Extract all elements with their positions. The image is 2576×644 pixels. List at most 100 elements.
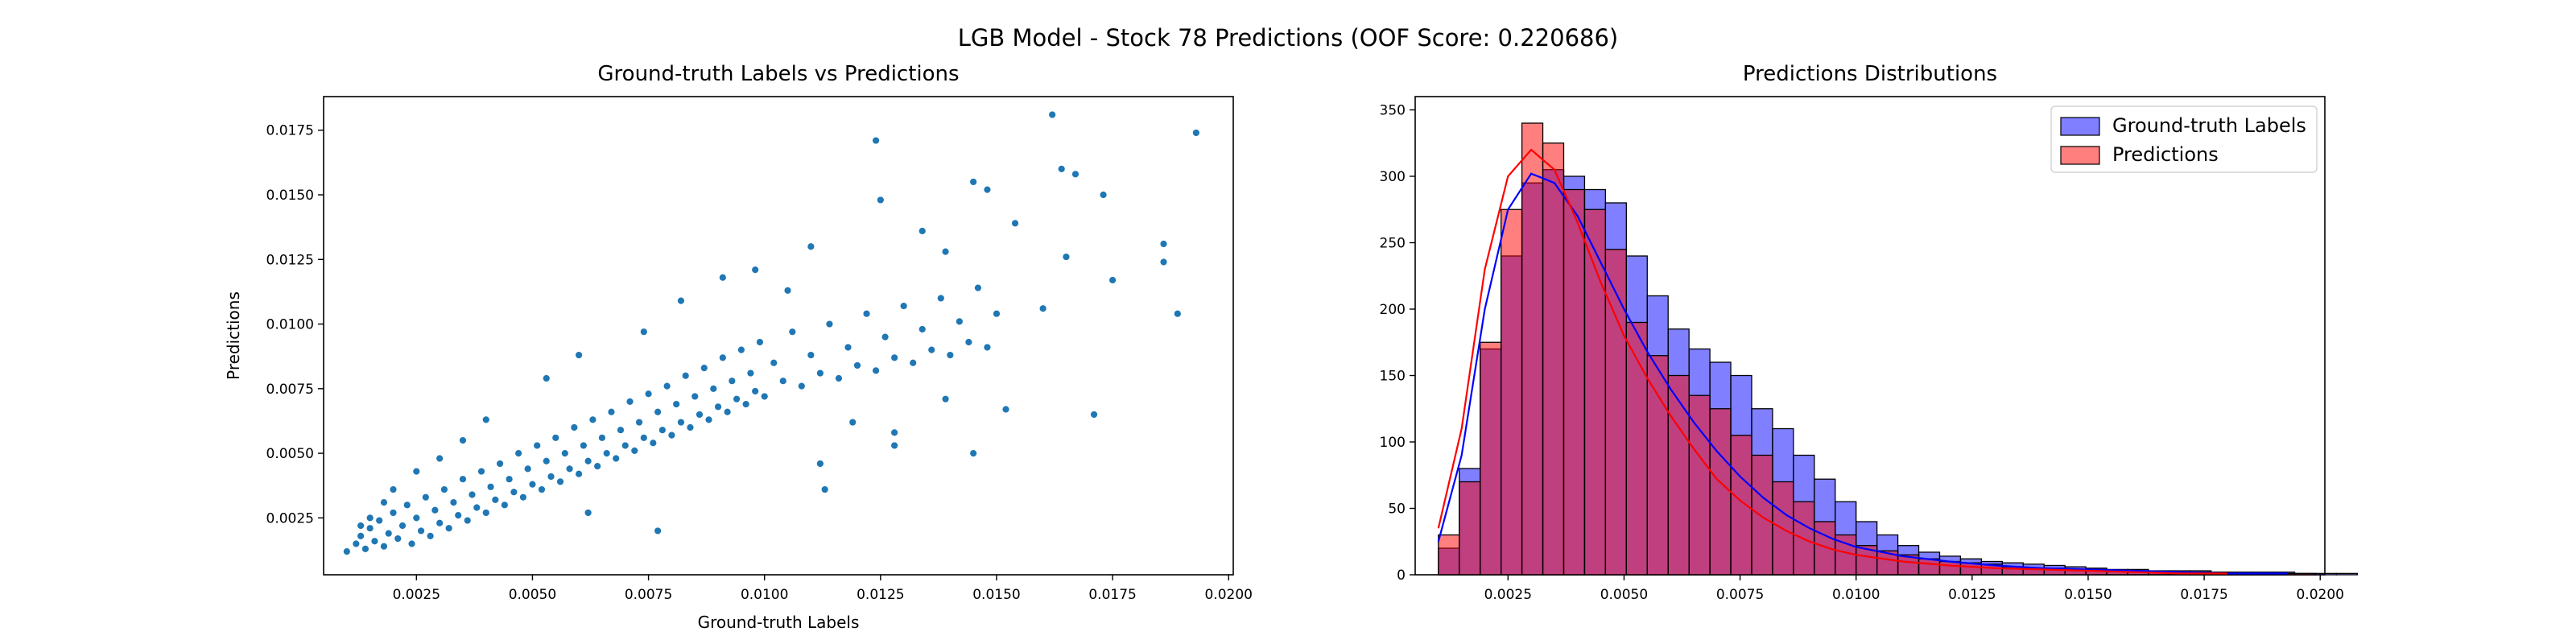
y-tick-label: 300: [1380, 169, 1406, 185]
scatter-point: [983, 185, 992, 194]
scatter-point: [365, 524, 374, 533]
y-tick-label: 0.0125: [266, 252, 314, 268]
scatter-point: [918, 227, 927, 235]
scatter-point: [421, 493, 430, 502]
x-tick-label: 0.0125: [857, 587, 904, 603]
y-tick-label: 0.0075: [266, 382, 314, 398]
scatter-point: [770, 358, 778, 367]
scatter-point: [436, 454, 444, 463]
histogram-bar: [1688, 394, 1711, 576]
scatter-point: [844, 343, 852, 352]
scatter-point: [538, 485, 546, 493]
legend: Ground-truth Labels Predictions: [2050, 105, 2318, 173]
scatter-point: [969, 449, 978, 457]
scatter-point: [918, 325, 927, 333]
scatter-point: [1099, 191, 1108, 199]
scatter-point: [542, 374, 551, 382]
scatter-point: [654, 526, 663, 535]
scatter-point: [436, 518, 444, 527]
scatter-point: [876, 196, 885, 204]
figure-title: LGB Model - Stock 78 Predictions (OOF Sc…: [957, 24, 1619, 52]
scatter-point: [560, 449, 569, 457]
scatter-point: [890, 353, 899, 362]
scatter-point: [649, 439, 658, 448]
y-tick-label: 200: [1380, 302, 1406, 318]
scatter-point: [612, 454, 621, 463]
x-tick-label: 0.0150: [972, 587, 1020, 603]
y-tick-label: 50: [1388, 502, 1406, 518]
scatter-point: [496, 460, 504, 468]
y-axis-label: Predictions: [224, 291, 243, 380]
scatter-point: [672, 400, 681, 408]
scatter-point: [862, 309, 871, 318]
scatter-point: [510, 488, 518, 497]
scatter-point: [1159, 240, 1168, 248]
scatter-point: [737, 345, 745, 354]
scatter-point: [974, 283, 982, 292]
scatter-point: [681, 371, 690, 380]
scatter-point: [357, 522, 365, 530]
scatter-point: [783, 286, 792, 295]
scatter-point: [807, 351, 815, 359]
scatter-point: [357, 531, 365, 540]
scatter-point: [983, 343, 992, 352]
scatter-point: [797, 382, 806, 390]
scatter-point: [477, 467, 485, 476]
scatter-point: [459, 436, 467, 444]
y-tick-label: 0.0150: [266, 188, 314, 204]
scatter-point: [602, 449, 611, 457]
scatter-point: [728, 377, 737, 386]
scatter-point: [788, 328, 797, 336]
scatter-point: [542, 456, 551, 465]
scatter-point: [473, 503, 481, 512]
histogram-bar: [1438, 534, 1460, 576]
scatter-point: [872, 366, 880, 375]
scatter-point: [431, 506, 440, 514]
scatter-point: [352, 539, 361, 548]
x-tick-label: 0.0100: [741, 587, 788, 603]
scatter-point: [807, 242, 815, 251]
histogram-bar: [2293, 572, 2317, 576]
scatter-point: [505, 475, 514, 484]
scatter-point: [890, 428, 899, 437]
scatter-point: [927, 345, 936, 354]
y-tick-label: 100: [1380, 435, 1406, 451]
histogram-bar: [1563, 188, 1586, 576]
scatter-point: [621, 441, 630, 450]
scatter-point: [853, 361, 861, 369]
scatter-point: [500, 501, 509, 510]
scatter-point: [825, 320, 834, 328]
scatter-point: [556, 477, 564, 486]
scatter-point: [528, 480, 537, 489]
scatter-point: [444, 524, 453, 533]
scatter-point: [519, 493, 527, 502]
scatter-point: [389, 485, 398, 493]
scatter-point: [607, 407, 616, 416]
y-tick-label: 0.0050: [266, 446, 314, 462]
scatter-point: [704, 415, 713, 424]
x-tick-label: 0.0075: [625, 587, 672, 603]
scatter-point: [815, 460, 824, 468]
histogram-bar: [1918, 558, 1941, 576]
scatter-point: [723, 407, 732, 416]
scatter-point: [639, 433, 648, 442]
x-tick-label: 0.0025: [1484, 587, 1532, 603]
scatter-point: [579, 441, 588, 450]
scatter-point: [714, 402, 722, 411]
x-tick-label: 0.0050: [1600, 587, 1648, 603]
scatter-point: [654, 407, 663, 416]
scatter-point: [588, 415, 597, 424]
scatter-point: [1048, 110, 1057, 119]
histogram-bar: [1459, 481, 1481, 576]
legend-box: [2050, 105, 2318, 173]
scatter-point: [718, 273, 727, 282]
scatter-point: [1173, 309, 1182, 318]
scatter-point: [909, 358, 918, 367]
histogram-bar: [1646, 355, 1669, 576]
scatter-point: [1191, 129, 1200, 137]
histogram-bar: [1583, 208, 1607, 576]
scatter-point: [380, 542, 388, 551]
scatter-point: [1011, 219, 1019, 228]
scatter-point: [899, 302, 908, 310]
scatter-point: [969, 178, 978, 186]
